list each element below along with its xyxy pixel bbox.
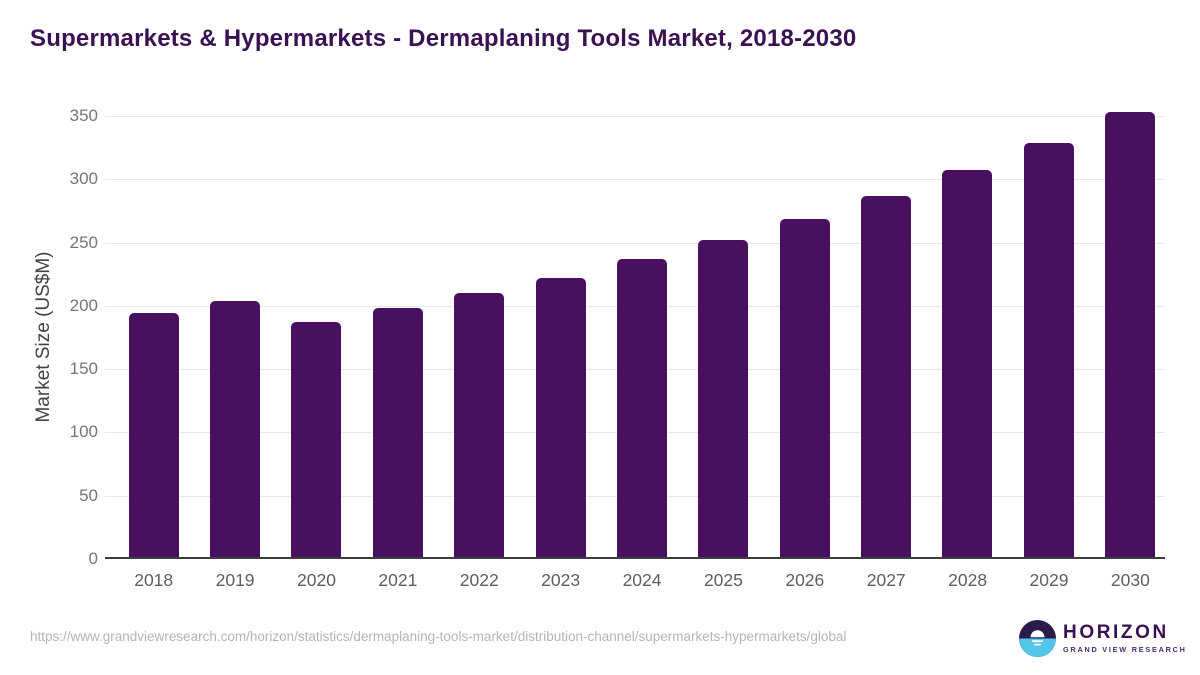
bar-2021 [372,308,423,559]
y-tick-label: 200 [69,295,98,315]
bar-2023 [535,278,586,559]
y-tick-label: 300 [69,169,98,189]
x-tick-label: 2028 [948,570,988,590]
bar-2020 [291,322,342,559]
y-tick-label: 150 [69,359,98,379]
x-tick-label: 2027 [866,570,906,590]
horizon-logo-subbrand: GRAND VIEW RESEARCH [1063,645,1187,654]
bar-series [113,112,1171,559]
y-axis-tick-labels: 0 50 100 150 200 250 300 350 [0,106,98,568]
y-tick-label: 100 [69,422,98,442]
y-tick-label: 50 [79,485,98,505]
bar-2024 [616,259,667,559]
bar-2019 [210,300,261,559]
x-tick-label: 2029 [1029,570,1069,590]
bar-2027 [861,195,912,559]
gridline [105,242,1165,244]
x-tick-label: 2026 [785,570,825,590]
x-tick-label: 2020 [297,570,336,590]
x-tick-label: 2018 [134,570,174,590]
bar-2025 [698,240,749,559]
source-url: https://www.grandviewresearch.com/horizo… [30,629,847,644]
x-tick-label: 2021 [378,570,418,590]
gridline [105,116,1165,117]
bar-2028 [942,170,993,559]
y-tick-label: 0 [88,549,98,568]
horizon-logo-brand: HORIZON [1063,622,1169,643]
bar-2030 [1105,112,1156,559]
gridline [105,179,1165,181]
x-tick-label: 2022 [459,570,499,590]
x-axis-line [105,557,1165,559]
x-tick-label: 2025 [703,570,743,590]
x-axis-tick-labels: 2018 2019 2020 2021 2022 2023 2024 2025 2026 2027… [113,570,1171,591]
bar-2022 [454,293,505,559]
chart-title: Supermarkets & Hypermarkets - Dermaplani… [30,25,857,52]
x-tick-label: 2030 [1110,570,1150,590]
horizon-logo: HORIZON GRAND VIEW RESEARCH [1019,620,1187,657]
y-tick-label: 350 [69,106,98,125]
x-tick-label: 2023 [541,570,581,590]
horizon-logo-text: HORIZON GRAND VIEW RESEARCH [1063,623,1187,654]
bar-2029 [1023,142,1074,559]
bar-2026 [779,218,830,559]
horizon-logo-icon [1019,620,1056,657]
y-tick-label: 250 [69,232,98,252]
x-tick-label: 2019 [215,570,255,590]
bar-2018 [128,313,179,559]
x-tick-label: 2024 [622,570,662,590]
